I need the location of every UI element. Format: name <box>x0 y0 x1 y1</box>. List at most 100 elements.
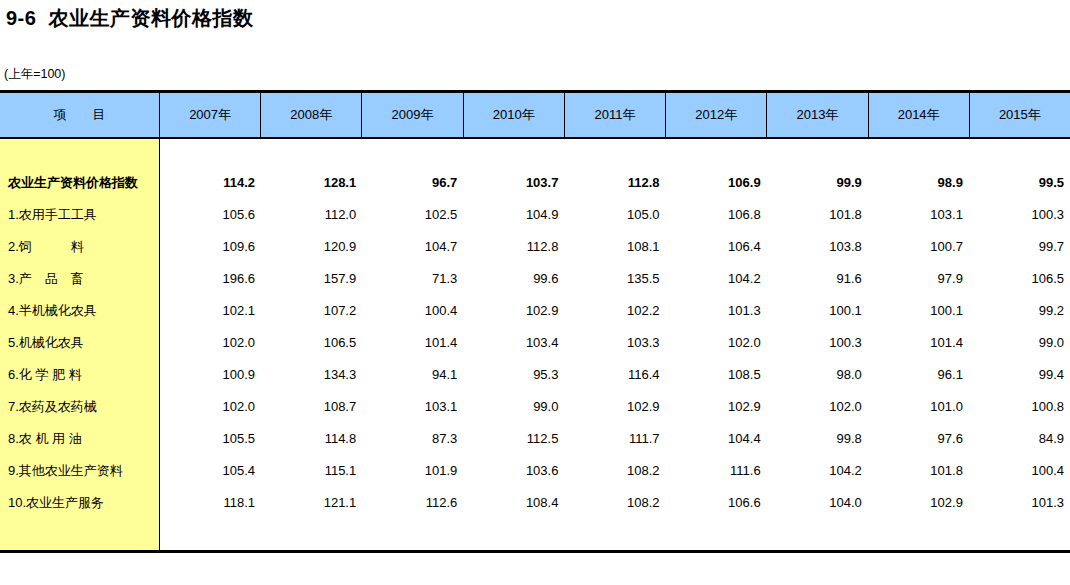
item-column-header: 项 目 <box>0 93 160 137</box>
index-value-cell: 99.7 <box>969 231 1070 263</box>
index-value-cell: 101.8 <box>868 455 969 487</box>
table-header-row: 项 目 2007年2008年2009年2010年2011年2012年2013年2… <box>0 93 1070 139</box>
index-value-cell: 71.3 <box>362 263 463 295</box>
index-value-cell: 121.1 <box>261 487 362 519</box>
index-value-cell: 114.8 <box>261 423 362 455</box>
year-column-header: 2010年 <box>464 93 565 137</box>
index-value-cell: 94.1 <box>362 359 463 391</box>
index-value-cell: 102.9 <box>868 487 969 519</box>
index-value-cell: 106.8 <box>666 199 767 231</box>
index-value-cell: 157.9 <box>261 263 362 295</box>
yearbook-page: 9-6 农业生产资料价格指数 (上年=100) 项 目 2007年2008年20… <box>0 0 1070 585</box>
index-value-cell: 105.0 <box>564 199 665 231</box>
row-item-label: 4.半机械化农具 <box>0 295 160 327</box>
index-value-cell: 102.0 <box>767 391 868 423</box>
index-value-cell: 108.4 <box>463 487 564 519</box>
index-value-cell: 128.1 <box>261 167 362 199</box>
index-value-cell: 118.1 <box>160 487 261 519</box>
index-value-cell: 111.6 <box>666 455 767 487</box>
index-value-cell: 100.3 <box>969 199 1070 231</box>
index-value-cell: 91.6 <box>767 263 868 295</box>
index-value-cell: 111.7 <box>564 423 665 455</box>
table-row: 9.其他农业生产资料105.4115.1101.9103.6108.2111.6… <box>0 455 1070 487</box>
index-value-cell: 100.4 <box>969 455 1070 487</box>
index-base-note: (上年=100) <box>4 66 65 83</box>
index-value-cell: 102.0 <box>160 327 261 359</box>
table-row: 4.半机械化农具102.1107.2100.4102.9102.2101.310… <box>0 295 1070 327</box>
index-value-cell: 97.9 <box>868 263 969 295</box>
index-value-cell: 98.9 <box>868 167 969 199</box>
table-row: 7.农药及农药械102.0108.7103.199.0102.9102.9102… <box>0 391 1070 423</box>
table-row: 1.农用手工工具105.6112.0102.5104.9105.0106.810… <box>0 199 1070 231</box>
table-row: 农业生产资料价格指数114.2128.196.7103.7112.8106.99… <box>0 167 1070 199</box>
index-value-cell: 105.5 <box>160 423 261 455</box>
index-value-cell: 100.7 <box>868 231 969 263</box>
index-value-cell: 84.9 <box>969 423 1070 455</box>
index-value-cell: 104.9 <box>463 199 564 231</box>
row-item-label: 1.农用手工工具 <box>0 199 160 231</box>
index-value-cell: 104.2 <box>666 263 767 295</box>
index-value-cell: 103.8 <box>767 231 868 263</box>
index-value-cell: 101.9 <box>362 455 463 487</box>
index-value-cell: 104.0 <box>767 487 868 519</box>
index-value-cell: 101.8 <box>767 199 868 231</box>
index-value-cell: 104.7 <box>362 231 463 263</box>
index-value-cell: 107.2 <box>261 295 362 327</box>
index-value-cell: 116.4 <box>564 359 665 391</box>
index-value-cell: 106.6 <box>666 487 767 519</box>
index-value-cell: 99.8 <box>767 423 868 455</box>
table-row: 8.农 机 用 油105.5114.887.3112.5111.7104.499… <box>0 423 1070 455</box>
index-value-cell: 112.5 <box>463 423 564 455</box>
index-value-cell: 100.1 <box>868 295 969 327</box>
index-value-cell: 96.7 <box>362 167 463 199</box>
index-value-cell: 108.7 <box>261 391 362 423</box>
table-row: 2.饲 料109.6120.9104.7112.8108.1106.4103.8… <box>0 231 1070 263</box>
row-item-label: 2.饲 料 <box>0 231 160 263</box>
index-value-cell: 106.4 <box>666 231 767 263</box>
index-value-cell: 101.0 <box>868 391 969 423</box>
index-value-cell: 109.6 <box>160 231 261 263</box>
index-value-cell: 112.8 <box>564 167 665 199</box>
index-value-cell: 106.5 <box>261 327 362 359</box>
index-value-cell: 101.3 <box>969 487 1070 519</box>
index-value-cell: 99.9 <box>767 167 868 199</box>
index-value-cell: 101.3 <box>666 295 767 327</box>
index-value-cell: 100.4 <box>362 295 463 327</box>
table-body: 农业生产资料价格指数114.2128.196.7103.7112.8106.99… <box>0 139 1070 550</box>
year-column-header: 2008年 <box>261 93 362 137</box>
index-value-cell: 103.7 <box>463 167 564 199</box>
year-column-header: 2013年 <box>767 93 868 137</box>
index-value-cell: 135.5 <box>564 263 665 295</box>
index-value-cell: 99.5 <box>969 167 1070 199</box>
index-value-cell: 108.1 <box>564 231 665 263</box>
price-index-table: 项 目 2007年2008年2009年2010年2011年2012年2013年2… <box>0 90 1070 553</box>
index-value-cell: 101.4 <box>362 327 463 359</box>
index-value-cell: 102.0 <box>160 391 261 423</box>
table-row: 6.化 学 肥 料100.9134.394.195.3116.4108.598.… <box>0 359 1070 391</box>
row-item-label: 7.农药及农药械 <box>0 391 160 423</box>
row-item-label: 农业生产资料价格指数 <box>0 167 160 199</box>
index-value-cell: 103.6 <box>463 455 564 487</box>
index-value-cell: 95.3 <box>463 359 564 391</box>
table-rows: 农业生产资料价格指数114.2128.196.7103.7112.8106.99… <box>0 139 1070 550</box>
index-value-cell: 98.0 <box>767 359 868 391</box>
year-column-header: 2007年 <box>160 93 261 137</box>
index-value-cell: 99.2 <box>969 295 1070 327</box>
table-row: 3.产 品 畜196.6157.971.399.6135.5104.291.69… <box>0 263 1070 295</box>
year-column-header: 2009年 <box>362 93 463 137</box>
index-value-cell: 108.2 <box>564 455 665 487</box>
row-item-label: 9.其他农业生产资料 <box>0 455 160 487</box>
index-value-cell: 134.3 <box>261 359 362 391</box>
index-value-cell: 103.1 <box>868 199 969 231</box>
index-value-cell: 105.6 <box>160 199 261 231</box>
row-item-label: 8.农 机 用 油 <box>0 423 160 455</box>
index-value-cell: 104.4 <box>666 423 767 455</box>
index-value-cell: 99.6 <box>463 263 564 295</box>
index-value-cell: 103.4 <box>463 327 564 359</box>
index-value-cell: 102.0 <box>666 327 767 359</box>
index-value-cell: 99.0 <box>969 327 1070 359</box>
index-value-cell: 114.2 <box>160 167 261 199</box>
index-value-cell: 108.2 <box>564 487 665 519</box>
index-value-cell: 115.1 <box>261 455 362 487</box>
page-title: 9-6 农业生产资料价格指数 <box>6 5 254 32</box>
